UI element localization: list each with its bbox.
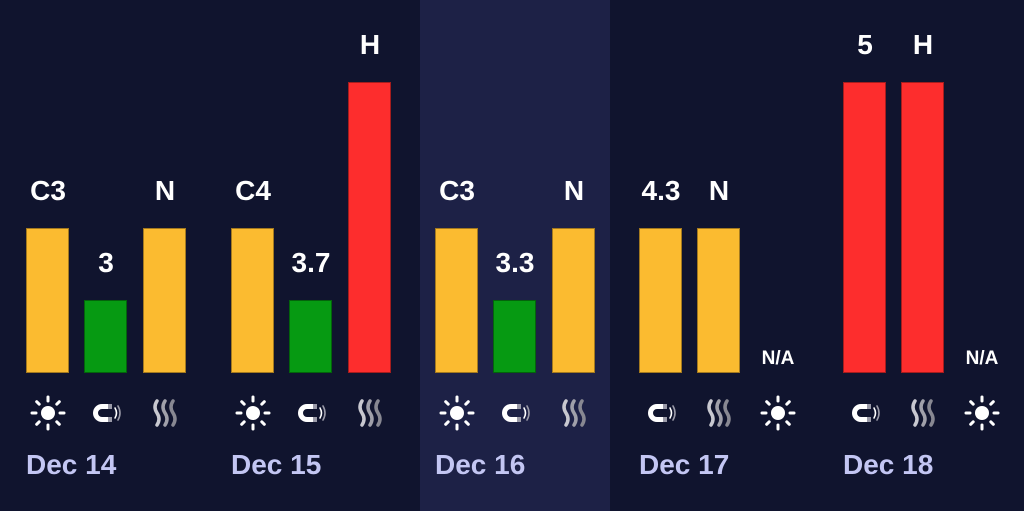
- bar[interactable]: [843, 82, 886, 373]
- bar-value-label: 3.7: [291, 247, 331, 278]
- magnet-icon: [84, 395, 128, 431]
- bar-value-label: C4: [235, 175, 271, 206]
- day-column[interactable]: 5 H N/A Dec 18: [843, 0, 1023, 511]
- day-date-label: Dec 15: [231, 449, 322, 480]
- bar-value-label: N/A: [761, 348, 795, 369]
- sun-icon: [756, 395, 800, 431]
- sun-icon: [231, 395, 275, 431]
- bar[interactable]: [901, 82, 944, 373]
- day-date-label: Dec 16: [435, 449, 526, 480]
- magnet-icon: [639, 395, 683, 431]
- bar[interactable]: [639, 228, 682, 373]
- bar-value-label: H: [359, 29, 381, 60]
- sun-icon: [960, 395, 1004, 431]
- day-date-label: Dec 18: [843, 449, 934, 480]
- bar-value-label: N/A: [965, 348, 999, 369]
- day-column[interactable]: C3 3 N Dec 14: [26, 0, 206, 511]
- bar-value-label: 4.3: [641, 175, 681, 206]
- bar[interactable]: [697, 228, 740, 373]
- sun-icon: [435, 395, 479, 431]
- day-date-label: Dec 14: [26, 449, 117, 480]
- bar-value-label: N: [563, 175, 585, 206]
- bar[interactable]: [435, 228, 478, 373]
- bar[interactable]: [26, 228, 69, 373]
- bar[interactable]: [289, 300, 332, 373]
- bar-value-label: 3: [98, 247, 114, 278]
- bar-value-label: C3: [30, 175, 66, 206]
- magnet-icon: [493, 395, 537, 431]
- day-column[interactable]: C3 3.3 N Dec 16: [435, 0, 615, 511]
- magnet-icon: [289, 395, 333, 431]
- bar[interactable]: [84, 300, 127, 373]
- bar[interactable]: [231, 228, 274, 373]
- bar[interactable]: [143, 228, 186, 373]
- day-column[interactable]: C4 3.7 H Dec 15: [231, 0, 411, 511]
- day-column[interactable]: 4.3 N N/A Dec 17: [639, 0, 819, 511]
- waves-icon: [901, 395, 945, 431]
- waves-icon: [552, 395, 596, 431]
- bar-value-label: 5: [857, 29, 873, 60]
- bar-value-label: C3: [439, 175, 475, 206]
- magnet-icon: [843, 395, 887, 431]
- waves-icon: [143, 395, 187, 431]
- bar-value-label: N: [154, 175, 176, 206]
- bar[interactable]: [493, 300, 536, 373]
- bar-value-label: 3.3: [495, 247, 535, 278]
- bar[interactable]: [348, 82, 391, 373]
- bar-value-label: N: [708, 175, 730, 206]
- bar-value-label: H: [912, 29, 934, 60]
- waves-icon: [348, 395, 392, 431]
- sun-icon: [26, 395, 70, 431]
- waves-icon: [697, 395, 741, 431]
- bar[interactable]: [552, 228, 595, 373]
- day-date-label: Dec 17: [639, 449, 730, 480]
